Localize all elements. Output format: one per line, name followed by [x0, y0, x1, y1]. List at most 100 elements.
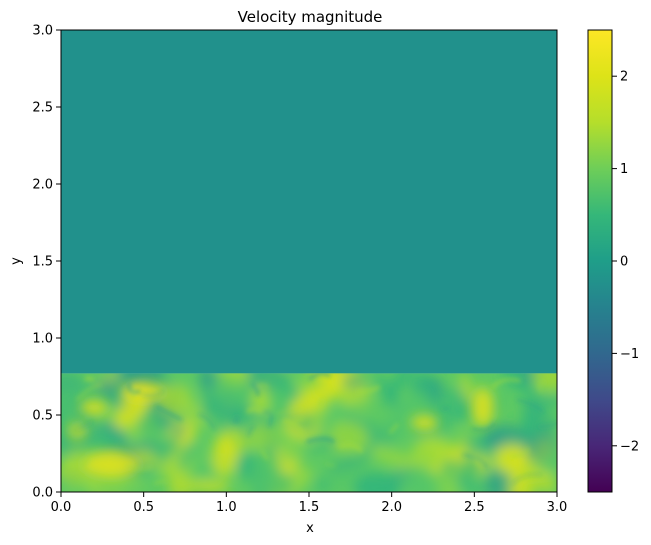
- colorbar-tick-label: 0: [620, 255, 628, 270]
- y-axis: 0.0 0.5 1.0 1.5 2.0 2.5 3.0: [32, 24, 61, 501]
- colorbar-tick-label: 1: [620, 162, 628, 177]
- band-streak: [283, 418, 305, 436]
- band-blob: [434, 471, 458, 493]
- colorbar-gradient: [588, 30, 612, 492]
- band-streak: [537, 422, 557, 428]
- band-blob: [411, 434, 453, 468]
- x-tick-label: 1.0: [216, 500, 237, 515]
- band-blob: [353, 472, 401, 493]
- colorbar-tick-label: 2: [620, 70, 628, 85]
- band-blob: [289, 378, 343, 416]
- band-streak: [462, 453, 489, 470]
- y-tick-label: 0.0: [32, 486, 53, 501]
- colorbar-tick-label: −1: [620, 347, 639, 362]
- band-blob: [210, 373, 249, 408]
- band-streak: [260, 449, 269, 461]
- band-hotspot: [80, 450, 141, 479]
- band-blob: [126, 424, 141, 440]
- band-blob: [314, 477, 332, 493]
- band-blob: [211, 435, 238, 478]
- band-blob: [158, 384, 192, 417]
- band-streak: [306, 437, 336, 444]
- band-streak: [325, 462, 335, 467]
- band-blob: [88, 381, 110, 392]
- band-blob: [295, 377, 315, 392]
- y-tick-label: 1.0: [32, 332, 53, 347]
- colorbar-ticks: 2 1 0 −1 −2: [612, 70, 639, 454]
- band-blob: [414, 477, 438, 493]
- band-streak: [441, 407, 450, 411]
- band-blob: [133, 449, 160, 467]
- band-streak: [153, 480, 168, 485]
- band-streak: [247, 425, 256, 437]
- band-streak: [124, 464, 153, 470]
- uniform-region: [61, 30, 557, 374]
- x-tick-label: 2.5: [464, 500, 485, 515]
- band-blob: [383, 373, 410, 407]
- band-blob: [517, 380, 538, 403]
- band-blob: [462, 436, 484, 454]
- band-hotspot: [80, 399, 109, 416]
- band-blob: [339, 375, 367, 388]
- band-blob: [61, 425, 99, 456]
- band-blob: [369, 447, 427, 471]
- x-tick-label: 2.0: [381, 500, 402, 515]
- band-streak: [155, 405, 183, 422]
- band-blob: [269, 413, 282, 426]
- band-hotspots: [67, 381, 495, 479]
- band-blob: [187, 480, 231, 491]
- band-blob: [463, 484, 485, 493]
- band-streak: [198, 413, 216, 430]
- band-streaks: [65, 373, 557, 486]
- x-tick-label: 3.0: [547, 500, 568, 515]
- band-hotspot: [470, 387, 495, 428]
- band-streak: [337, 443, 364, 453]
- band-blob: [484, 469, 517, 493]
- band-blob: [245, 422, 277, 452]
- band-streak: [262, 411, 273, 428]
- band-blob: [537, 469, 557, 493]
- band-streak: [511, 473, 542, 486]
- colorbar-tick-label: −2: [620, 439, 639, 454]
- band-streak: [277, 407, 304, 414]
- band-streak: [141, 389, 165, 397]
- band-streak: [293, 417, 305, 424]
- band-streak: [510, 447, 529, 458]
- band-blob: [518, 395, 557, 411]
- y-tick-label: 0.5: [32, 409, 53, 424]
- band-blob: [167, 473, 193, 493]
- band-blob: [329, 421, 370, 453]
- band-blob: [460, 373, 472, 401]
- x-tick-label: 1.5: [299, 500, 320, 515]
- band-blob: [306, 440, 339, 452]
- y-axis-label: y: [9, 257, 24, 265]
- band-streak: [84, 376, 95, 382]
- y-tick-label: 2.0: [32, 178, 53, 193]
- plot-frame: [60, 29, 558, 493]
- y-tick-label: 3.0: [32, 24, 53, 39]
- chart-title: Velocity magnitude: [238, 8, 383, 26]
- x-axis: 0.0 0.5 1.0 1.5 2.0 2.5 3.0: [51, 492, 568, 515]
- band-streak: [515, 398, 545, 413]
- band-blob: [136, 409, 163, 432]
- band-streak: [389, 423, 399, 434]
- band-hotspot: [410, 414, 439, 431]
- band-texture: [61, 373, 557, 493]
- band-streak: [251, 382, 260, 397]
- band-blob: [325, 456, 370, 474]
- plot-area: [61, 30, 557, 493]
- band-streak: [491, 378, 522, 389]
- band-streak: [234, 434, 242, 446]
- band-blob: [310, 406, 326, 428]
- turbulent-band: [61, 373, 557, 493]
- band-streak: [65, 458, 91, 467]
- x-tick-label: 0.5: [133, 500, 154, 515]
- band-blob: [248, 448, 282, 488]
- band-streak: [73, 420, 94, 432]
- band-streak: [230, 414, 240, 424]
- band-streak: [131, 386, 135, 399]
- y-tick-label: 2.5: [32, 101, 53, 116]
- band-blob: [176, 456, 191, 470]
- band-streak: [471, 421, 496, 432]
